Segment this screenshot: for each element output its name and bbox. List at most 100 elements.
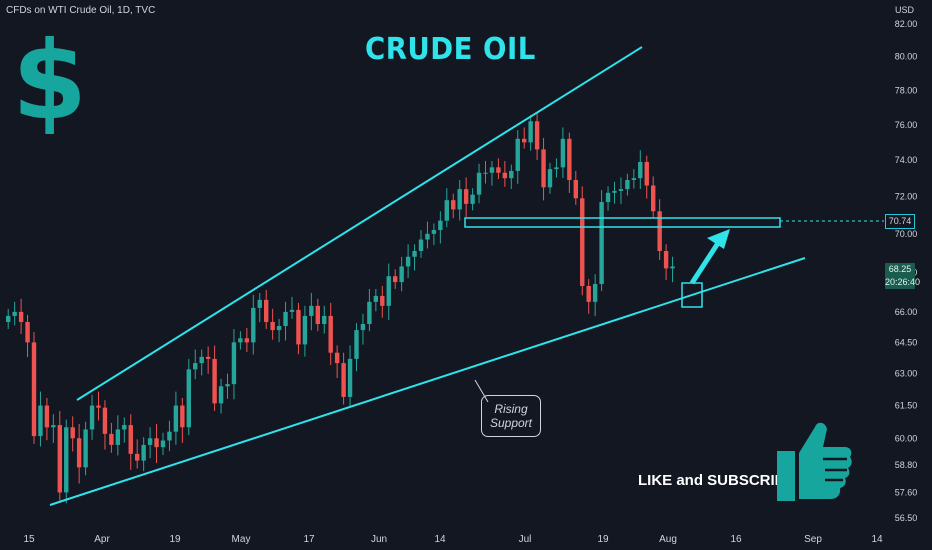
candle-body [128,425,133,454]
candle-body [231,342,237,385]
x-tick-label: May [232,534,251,545]
candle-body [244,338,250,343]
thumbs-up-icon [777,422,852,501]
candle-body [522,138,527,143]
x-tick-label: 17 [303,534,315,545]
candle-body [328,315,333,353]
candle-body [199,356,204,364]
x-tick-label: Jun [371,534,387,545]
candle-body [160,440,166,448]
candle-body [264,299,269,322]
candle-body [418,239,424,252]
candle-body [663,251,669,269]
candle-body [115,429,121,445]
candlestick-series [6,112,675,504]
y-tick-label: 58.80 [895,460,918,470]
y-tick-label: 64.50 [895,337,918,347]
candle-body [12,311,17,316]
candle-body [38,405,43,437]
candle-body [483,172,488,174]
candle-body [380,295,385,306]
candle-body [386,276,391,306]
candle-body [631,178,637,181]
candle-body [276,326,282,331]
y-tick-label: 80.00 [895,52,918,62]
candle-body [670,266,675,269]
candle-body [502,172,508,179]
x-tick-label: Apr [94,534,110,545]
y-tick-label: 74.00 [895,155,918,165]
candle-body [225,384,230,387]
x-tick-label: 15 [23,534,35,545]
last-price-label: 68.25 [885,263,915,276]
candle-body [393,276,398,283]
projection-arrow [689,238,723,285]
candle-body [154,438,159,448]
drawings [49,46,884,506]
candle-body [186,369,191,428]
candle-body [496,167,501,173]
candle-body [605,192,611,203]
callout-line2: Support [489,416,533,430]
candle-body [315,305,320,324]
y-tick-label: 70.00 [895,229,918,239]
candle-body [547,169,553,188]
subscribe-text: LIKE and SUBSCRIBE [638,472,796,489]
candle-body [592,284,598,302]
callout-line1: Rising [494,401,528,416]
candle-body [309,305,314,316]
candle-body [76,438,82,468]
candle-body [612,190,617,193]
candle-body [251,307,256,343]
symbol-header: CFDs on WTI Crude Oil, 1D, TVC [6,5,156,16]
dollar-icon: $ [12,19,88,144]
x-tick-label: Jul [519,534,532,545]
candle-body [444,200,449,221]
y-tick-label: 78.00 [895,85,918,95]
candle-body [70,427,75,439]
candle-body [373,295,379,302]
candle-body [431,230,437,234]
candle-body [509,170,514,179]
candle-body [599,202,604,285]
candle-body [122,425,127,430]
candle-body [270,321,275,331]
candle-body [205,356,211,359]
candle-body [470,194,475,204]
candle-body [51,425,56,428]
x-tick-label: Sep [804,534,822,545]
x-tick-label: 14 [434,534,446,545]
resistance-zone-box [464,217,781,228]
y-tick-label: 76.00 [895,120,918,130]
time-axis: 15 Apr 19 May 17 Jun 14 Jul 19 Aug 16 Sep 14 [23,534,883,545]
candle-body [399,266,404,283]
x-tick-label: 16 [730,534,742,545]
candle-body [567,138,572,181]
candle-body [218,386,224,404]
y-tick-label: 60.00 [895,433,918,443]
candle-body [296,309,301,345]
y-tick-label: 63.00 [895,369,918,379]
candle-body [489,167,495,173]
candle-body [141,444,146,461]
candle-body [451,200,456,210]
candle-body [25,321,30,343]
candle-body [109,433,114,445]
candle-body [360,323,366,331]
x-tick-label: 14 [871,534,883,545]
countdown-label: 20:26:40 [885,276,921,289]
candle-body [147,438,153,445]
candle-body [367,301,372,324]
y-tick-label: 57.60 [895,487,918,497]
candle-body [541,149,546,188]
rising-support-line [49,257,806,506]
candle-body [638,161,643,179]
candle-body [657,211,662,252]
candle-body [618,189,624,191]
candle-body [586,286,591,302]
y-tick-label: 56.50 [895,513,918,523]
candle-body [18,311,24,322]
candle-body [173,405,179,432]
candle-body [44,405,50,428]
